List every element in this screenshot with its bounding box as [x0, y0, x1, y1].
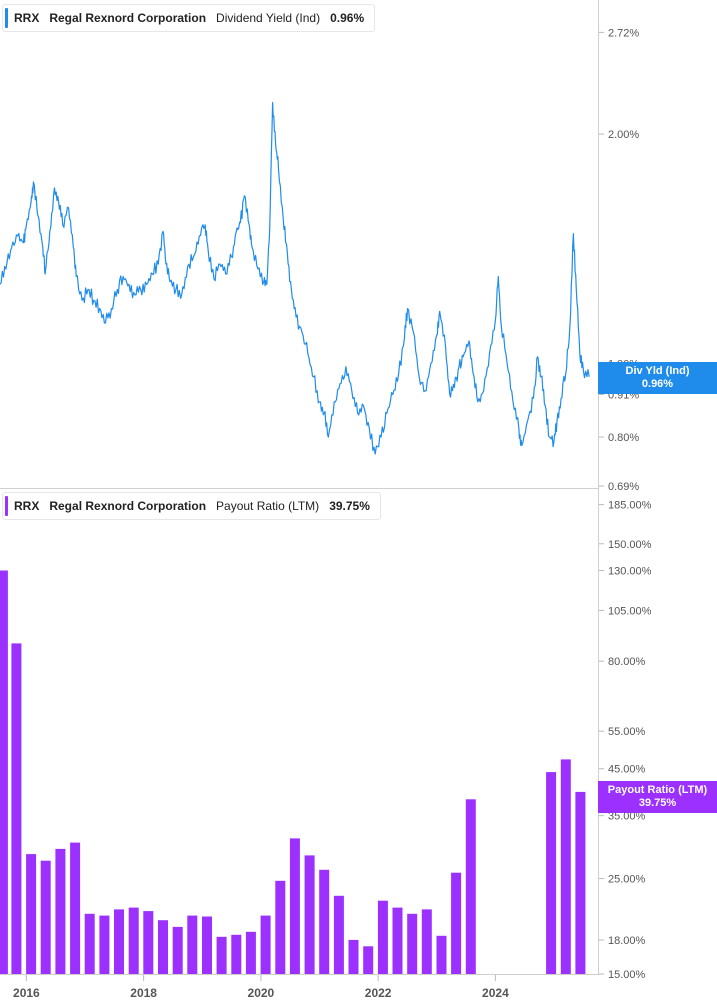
payout-ratio-bar — [172, 926, 183, 974]
x-tick-label: 2020 — [248, 986, 275, 1000]
payout-ratio-legend: RRX Regal Rexnord Corporation Payout Rat… — [2, 492, 381, 520]
payout-ratio-bar — [84, 913, 95, 974]
payout-ratio-bar — [114, 909, 124, 974]
payout-ratio-bar — [245, 931, 256, 974]
y-tick-label: 25.00% — [608, 874, 646, 886]
payout-ratio-bar — [216, 936, 227, 974]
y-tick-label: 150.00% — [608, 539, 652, 551]
payout-ratio-bar — [187, 915, 198, 974]
payout-ratio-bar — [436, 935, 447, 974]
payout-ratio-bar — [143, 911, 154, 974]
legend-metric: Dividend Yield (Ind) — [216, 11, 321, 25]
legend-ticker: RRX — [14, 499, 40, 513]
payout-ratio-bars-group — [0, 570, 586, 974]
payout-ratio-bar — [40, 860, 51, 974]
x-tick-label: 2024 — [482, 986, 509, 1000]
payout-ratio-bar — [465, 799, 476, 974]
x-tick-label: 2016 — [13, 986, 40, 1000]
payout-ratio-bar — [260, 915, 271, 974]
x-tick-label: 2018 — [130, 986, 157, 1000]
legend-value: 0.96% — [330, 11, 365, 25]
payout-ratio-bar — [26, 854, 37, 974]
y-tick-label: 0.80% — [608, 432, 639, 444]
y-tick-label: 55.00% — [608, 726, 646, 738]
payout-ratio-bar — [99, 915, 110, 974]
dividend-yield-line — [0, 102, 590, 455]
payout-ratio-bar — [348, 939, 359, 974]
payout-ratio-bar — [55, 848, 66, 974]
legend-metric: Payout Ratio (LTM) — [216, 499, 320, 513]
y-tick-label: 18.00% — [608, 935, 646, 947]
y-tick-label: 80.00% — [608, 656, 646, 668]
badge-label: Payout Ratio (LTM) — [607, 784, 708, 796]
y-tick-label: 185.00% — [608, 500, 652, 512]
payout-ratio-bar — [275, 880, 286, 974]
payout-ratio-bar — [421, 909, 432, 974]
y-tick-label: 2.00% — [608, 129, 639, 141]
payout-ratio-bar — [70, 842, 81, 974]
payout-ratio-bar — [333, 895, 344, 974]
payout-ratio-bar — [363, 946, 374, 974]
payout-ratio-bar — [128, 907, 139, 974]
y-tick-label: 15.00% — [608, 969, 646, 981]
payout-ratio-bar — [11, 643, 22, 974]
payout-ratio-bar — [0, 570, 8, 974]
y-tick-label: 0.69% — [608, 481, 639, 493]
badge-label: Div Yld (Ind) — [625, 365, 690, 377]
payout-ratio-bar — [546, 772, 557, 974]
legend-ticker: RRX — [14, 11, 40, 25]
payout-ratio-bar — [289, 838, 300, 974]
legend-color-swatch — [5, 496, 8, 516]
payout-ratio-bar — [451, 872, 462, 974]
payout-ratio-bar — [319, 869, 330, 974]
payout-ratio-bar — [377, 900, 388, 974]
x-tick-label: 2022 — [365, 986, 392, 1000]
payout-ratio-bar — [304, 855, 315, 974]
y-tick-label: 45.00% — [608, 764, 646, 776]
legend-value: 39.75% — [329, 499, 370, 513]
y-tick-label: 105.00% — [608, 605, 652, 617]
legend-company: Regal Rexnord Corporation — [49, 499, 207, 513]
payout-ratio-bar — [407, 913, 418, 974]
badge-value: 39.75% — [638, 797, 677, 809]
badge-value: 0.96% — [641, 378, 674, 390]
y-tick-label: 2.72% — [608, 27, 639, 39]
payout-ratio-bar — [392, 907, 403, 974]
payout-ratio-value-badge: Payout Ratio (LTM) 39.75% — [598, 781, 717, 813]
payout-ratio-bar — [575, 791, 586, 974]
y-tick-label: 35.00% — [608, 811, 646, 823]
y-tick-label: 130.00% — [608, 565, 652, 577]
payout-ratio-bar — [158, 920, 168, 974]
dividend-yield-legend: RRX Regal Rexnord Corporation Dividend Y… — [2, 4, 376, 32]
payout-ratio-bar — [560, 759, 571, 974]
legend-color-swatch — [5, 8, 8, 28]
payout-ratio-bar — [202, 916, 212, 974]
dividend-yield-value-badge: Div Yld (Ind) 0.96% — [598, 362, 717, 394]
payout-ratio-bar — [231, 934, 242, 974]
dividend-yield-line-group — [0, 102, 590, 455]
legend-company: Regal Rexnord Corporation — [49, 11, 207, 25]
